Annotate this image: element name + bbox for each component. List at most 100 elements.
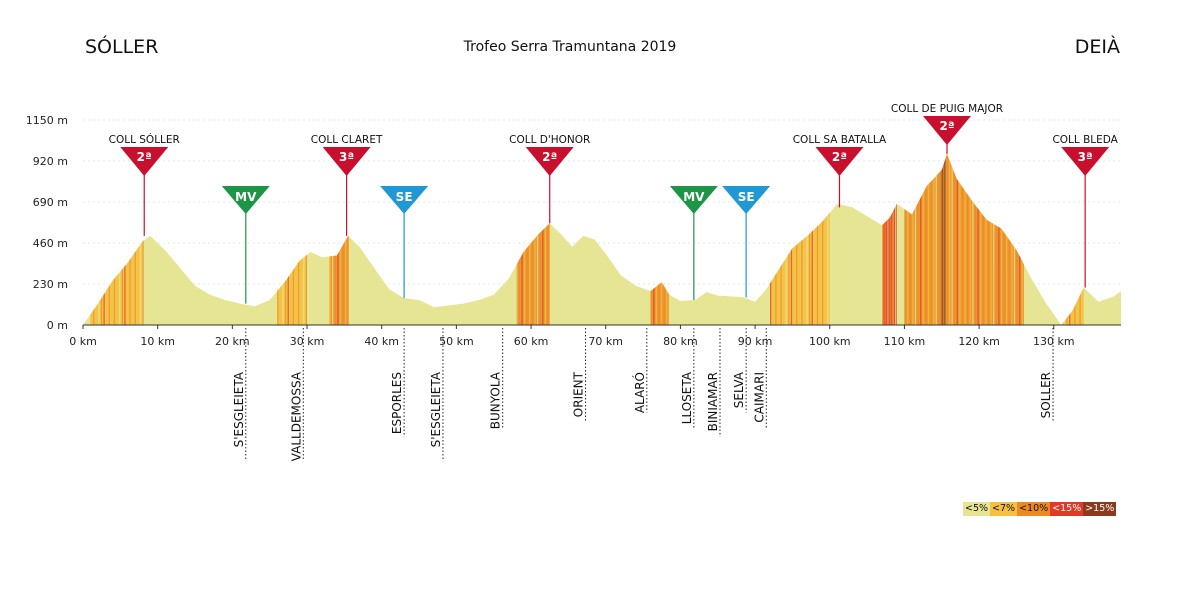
gradient-stripe — [1071, 153, 1073, 325]
gradient-stripe — [912, 153, 914, 325]
gradient-stripe — [1074, 153, 1076, 325]
gradient-stripe — [1013, 153, 1016, 325]
legend-item: <15% — [1050, 502, 1084, 516]
legend-item: <7% — [990, 502, 1018, 516]
gradient-stripe — [814, 153, 816, 325]
climb-name-label: COLL BLEDA — [1052, 134, 1118, 146]
gradient-stripe — [658, 153, 660, 325]
gradient-stripe — [998, 153, 1000, 325]
gradient-stripe — [542, 153, 544, 325]
gradient-stripe — [529, 153, 531, 325]
gradient-stripe — [909, 153, 911, 325]
gradient-stripe — [822, 153, 824, 325]
gradient-stripe — [907, 153, 909, 325]
gradient-stripe — [982, 153, 984, 325]
gradient-stripe — [142, 153, 144, 325]
climb-category-marker — [525, 147, 574, 176]
gradient-stripe — [279, 153, 282, 325]
gradient-stripe — [650, 153, 652, 325]
climb-category-label: 3ª — [1078, 150, 1093, 164]
gradient-stripe — [889, 153, 892, 325]
gradient-stripe — [942, 153, 945, 325]
gradient-stripe — [129, 153, 131, 325]
gradient-stripe — [969, 153, 971, 325]
gradient-stripe — [544, 153, 547, 325]
town-label: SOLLER — [1039, 372, 1053, 418]
gradient-stripe — [811, 153, 813, 325]
climb-category-label: 2ª — [542, 150, 557, 164]
sprint-marker — [380, 186, 429, 214]
gradient-stripe — [964, 153, 966, 325]
gradient-stripe — [940, 153, 942, 325]
climb-category-marker — [322, 147, 371, 176]
climb-name-label: COLL SÓLLER — [109, 133, 180, 146]
town-label: ORIENT — [572, 371, 586, 417]
gradient-stripe — [116, 153, 118, 325]
x-tick-label: 120 km — [958, 335, 1000, 348]
gradient-stripe — [961, 153, 964, 325]
gradient-stripe — [819, 153, 821, 325]
gradient-stripe — [824, 153, 826, 325]
gradient-stripe — [995, 153, 997, 325]
gradient-stripe — [1006, 153, 1008, 325]
gradient-stripe — [951, 153, 953, 325]
x-tick-label: 10 km — [140, 335, 175, 348]
gradient-stripe — [927, 153, 930, 325]
gradient-stripe — [303, 153, 305, 325]
gradient-stripe — [780, 153, 782, 325]
climb-category-label: 2ª — [832, 150, 847, 164]
gradient-stripe — [126, 153, 129, 325]
gradient-stripe — [134, 153, 136, 325]
sprint-marker — [722, 186, 771, 214]
legend-item: >15% — [1083, 502, 1117, 516]
gradient-stripe — [1008, 153, 1010, 325]
gradient-stripe — [803, 153, 806, 325]
gradient-stripe — [1069, 153, 1071, 325]
gradient-stripe — [895, 153, 897, 325]
gradient-stripe — [922, 153, 924, 325]
gradient-stripe — [655, 153, 658, 325]
gradient-stripe — [653, 153, 655, 325]
climb-category-label: 3ª — [339, 150, 354, 164]
gradient-stripe — [334, 153, 336, 325]
gradient-legend: <5% <7% <10% <15% >15% — [963, 502, 1117, 516]
gradient-stripe — [1061, 153, 1063, 325]
gradient-stripe — [882, 153, 884, 325]
gradient-stripe — [798, 153, 800, 325]
gradient-stripe — [337, 153, 339, 325]
gradient-stripe — [284, 153, 287, 325]
gradient-stripe — [985, 153, 987, 325]
gradient-stripe — [884, 153, 886, 325]
gradient-stripe — [933, 153, 935, 325]
gradient-stripe — [536, 153, 539, 325]
gradient-stripe — [1019, 153, 1021, 325]
gradient-band — [882, 153, 897, 325]
gradient-band — [1061, 153, 1084, 325]
climb-category-label: 2ª — [939, 119, 954, 133]
gradient-stripe — [914, 153, 917, 325]
gradient-stripe — [956, 153, 958, 325]
town-label: ALARÓ — [632, 372, 647, 413]
gradient-stripe — [666, 153, 668, 325]
gradient-stripe — [547, 153, 549, 325]
gradient-stripe — [945, 153, 947, 325]
x-tick-label: 0 km — [69, 335, 97, 348]
climb-name-label: COLL D'HONOR — [509, 134, 590, 146]
gradient-stripe — [98, 153, 100, 325]
town-label: BUNYOLA — [489, 371, 503, 429]
gradient-stripe — [137, 153, 139, 325]
gradient-stripe — [980, 153, 982, 325]
gradient-stripe — [660, 153, 663, 325]
town-label: ESPORLES — [390, 372, 404, 434]
gradient-stripe — [90, 153, 92, 325]
gradient-stripe — [1063, 153, 1066, 325]
sprint-label: SE — [738, 190, 755, 204]
gradient-stripe — [775, 153, 777, 325]
gradient-stripe — [119, 153, 121, 325]
gradient-stripe — [277, 153, 279, 325]
gradient-stripe — [993, 153, 995, 325]
gradient-stripe — [938, 153, 940, 325]
gradient-stripe — [920, 153, 922, 325]
sprint-marker — [669, 186, 718, 214]
gradient-stripe — [816, 153, 819, 325]
